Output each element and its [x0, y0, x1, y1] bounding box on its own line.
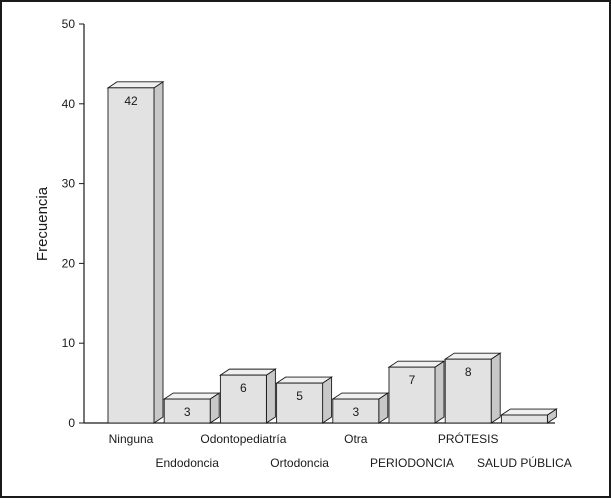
- bar-data-label: 6: [240, 381, 247, 395]
- bar-front: [388, 366, 436, 424]
- bar-side: [265, 368, 276, 424]
- y-tick-label: 0: [68, 416, 75, 430]
- bar-top: [443, 352, 502, 360]
- bar-side: [322, 376, 333, 424]
- y-tick-label: 40: [62, 97, 76, 111]
- category-label: Odontopediatría: [200, 432, 286, 446]
- y-axis-title: Frecuencia: [34, 186, 51, 261]
- bar-front: [163, 398, 211, 424]
- bar-side: [434, 360, 445, 424]
- category-label: PRÓTESIS: [438, 431, 499, 446]
- bar-top: [162, 392, 221, 400]
- bar-data-label: 7: [409, 373, 416, 387]
- bar-side: [153, 80, 164, 424]
- bar-side: [490, 352, 501, 424]
- category-label: PERIODONCIA: [370, 456, 454, 470]
- bar-top: [387, 360, 446, 368]
- bar-top: [331, 392, 390, 400]
- y-tick-label: 30: [62, 177, 76, 191]
- bar-front: [500, 414, 548, 424]
- bar: 5: [275, 376, 334, 424]
- bar-top: [275, 376, 334, 384]
- category-label: SALUD PÚBLICA: [477, 455, 572, 470]
- bar: [499, 408, 558, 424]
- y-tick-label: 50: [62, 17, 76, 31]
- bar-front: [219, 374, 267, 424]
- bar: 7: [387, 360, 446, 424]
- y-tick-label: 10: [62, 336, 76, 350]
- bar-data-label: 3: [352, 405, 359, 419]
- category-label: Endodoncia: [156, 456, 220, 470]
- category-label: Otra: [344, 432, 368, 446]
- bar-top: [499, 408, 558, 416]
- bar-front: [107, 87, 155, 424]
- bar-front: [332, 398, 380, 424]
- bars-group: 42 3 6 5 3 7 8: [106, 80, 558, 424]
- bar-top: [106, 81, 165, 89]
- bar-data-label: 3: [184, 405, 191, 419]
- category-label: Ortodoncia: [270, 456, 329, 470]
- bar-top: [218, 368, 277, 376]
- bar-data-label: 8: [465, 365, 472, 379]
- bar: 8: [443, 352, 502, 424]
- bar: 3: [162, 392, 221, 424]
- bar: 42: [106, 80, 165, 424]
- bar-front: [444, 358, 492, 424]
- bar-data-label: 42: [124, 94, 138, 108]
- bar: 3: [331, 392, 390, 424]
- y-tick-label: 20: [62, 256, 76, 270]
- bar-data-label: 5: [296, 389, 303, 403]
- category-label: Ninguna: [109, 432, 154, 446]
- bar-front: [276, 382, 324, 424]
- bar: 6: [218, 368, 277, 424]
